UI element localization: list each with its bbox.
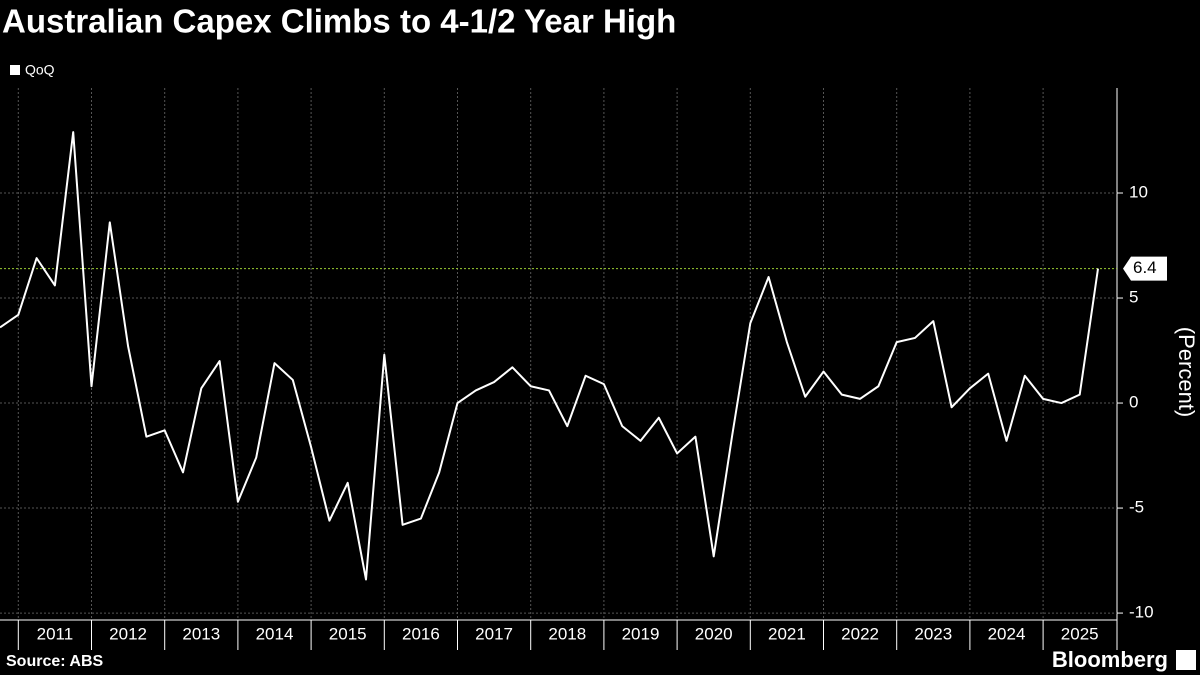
x-tick-label: 2012	[109, 624, 147, 643]
x-tick-label: 2011	[37, 624, 74, 643]
chart-title: Australian Capex Climbs to 4-1/2 Year Hi…	[2, 3, 676, 40]
brand-icon	[1176, 650, 1196, 670]
legend-swatch	[10, 65, 20, 75]
x-tick-label: 2015	[329, 624, 367, 643]
y-tick-label: -5	[1129, 498, 1144, 517]
x-tick-label: 2022	[841, 624, 879, 643]
x-tick-label: 2020	[695, 624, 733, 643]
value-label: 6.4	[1133, 258, 1157, 277]
y-tick-label: 5	[1129, 288, 1138, 307]
legend-label: QoQ	[25, 62, 55, 78]
x-tick-label: 2023	[914, 624, 952, 643]
x-tick-label: 2017	[475, 624, 513, 643]
x-tick-label: 2024	[988, 624, 1026, 643]
x-tick-label: 2014	[256, 624, 294, 643]
x-tick-label: 2025	[1061, 624, 1099, 643]
value-flag	[1123, 256, 1167, 281]
x-tick-label: 2013	[182, 624, 220, 643]
x-tick-label: 2021	[768, 624, 806, 643]
x-tick-label: 2019	[622, 624, 660, 643]
series-line	[0, 131, 1099, 581]
x-tick-label: 2018	[548, 624, 586, 643]
y-tick-label: 10	[1129, 182, 1148, 201]
x-tick-label: 2016	[402, 624, 440, 643]
source: Source: ABS	[6, 653, 104, 670]
y-axis-label: (Percent)	[1174, 327, 1199, 417]
y-tick-label: -10	[1129, 603, 1154, 622]
brand: Bloomberg	[1052, 647, 1168, 672]
y-tick-label: 0	[1129, 393, 1138, 412]
